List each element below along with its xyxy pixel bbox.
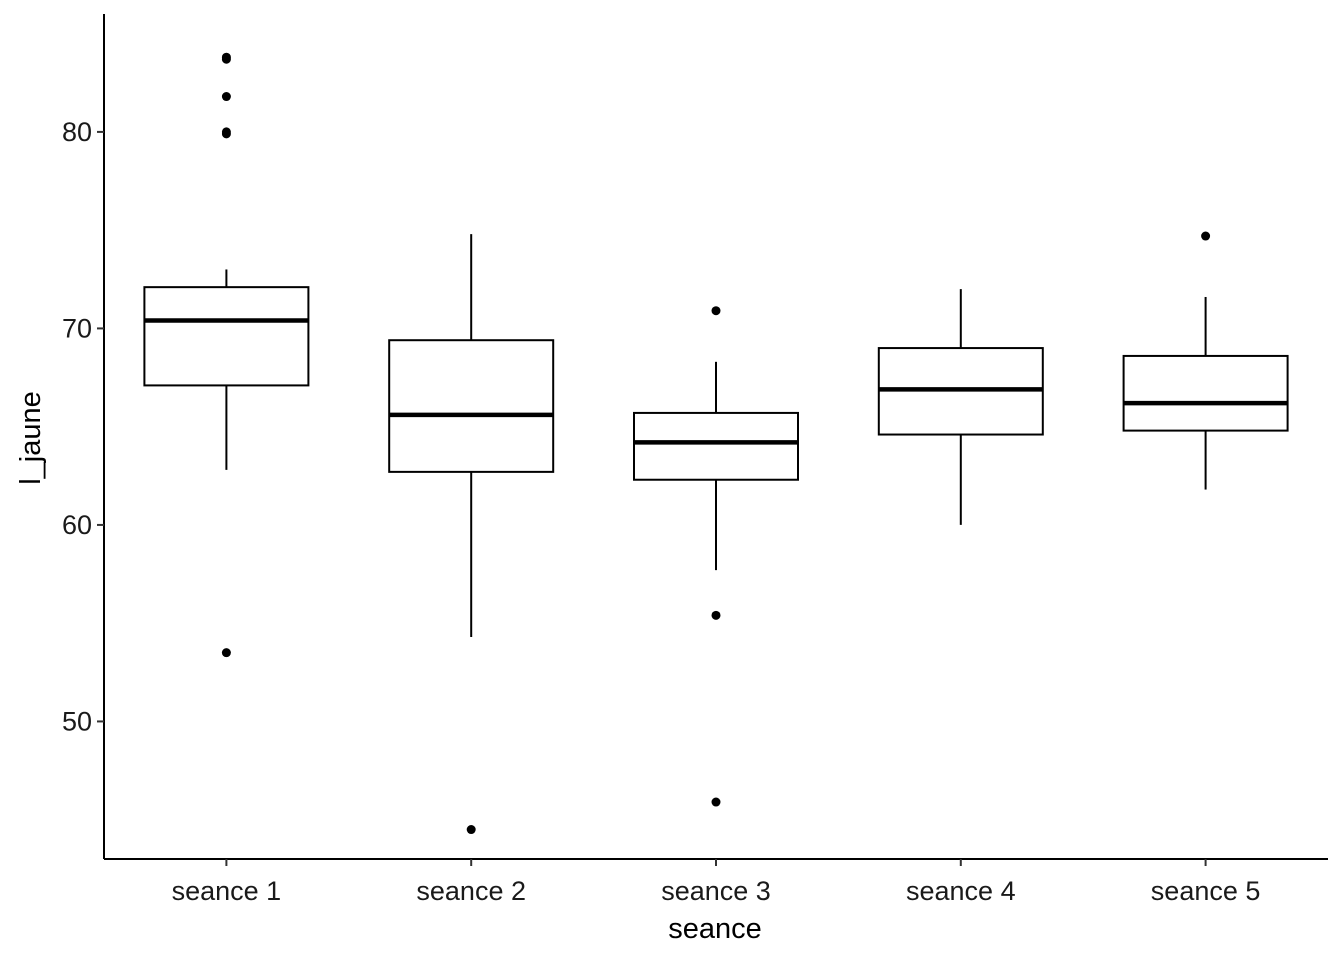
x-tick-label: seance 3 bbox=[661, 876, 771, 906]
x-tick-label: seance 1 bbox=[172, 876, 282, 906]
y-tick-label: 70 bbox=[62, 313, 92, 343]
iqr-box bbox=[1122, 354, 1289, 432]
outlier-point bbox=[711, 306, 721, 316]
outlier-point bbox=[711, 610, 721, 620]
iqr-box bbox=[633, 411, 799, 481]
x-tick-label: seance 5 bbox=[1151, 876, 1261, 906]
x-tick-label: seance 2 bbox=[416, 876, 526, 906]
outlier-point bbox=[711, 797, 721, 807]
outlier-point bbox=[1201, 231, 1211, 241]
plot-area bbox=[143, 52, 1289, 835]
box-group-2 bbox=[388, 234, 555, 835]
box-group-5 bbox=[1122, 231, 1289, 490]
x-tick-label: seance 4 bbox=[906, 876, 1016, 906]
box-group-3 bbox=[633, 306, 799, 807]
outlier-point bbox=[221, 648, 231, 658]
box-group-4 bbox=[877, 289, 1044, 525]
y-tick-label: 80 bbox=[62, 117, 92, 147]
outlier-point bbox=[466, 825, 476, 835]
iqr-box bbox=[143, 286, 310, 387]
y-axis-title: l_jaune bbox=[15, 391, 47, 485]
box-group-1 bbox=[143, 52, 310, 658]
outlier-point bbox=[221, 54, 231, 64]
y-tick-label: 60 bbox=[62, 510, 92, 540]
y-tick-label: 50 bbox=[62, 706, 92, 736]
axes: 50 60 70 80 seance 1 seance 2 seance 3 seance 4… bbox=[62, 14, 1328, 906]
iqr-box bbox=[388, 339, 555, 473]
outlier-point bbox=[221, 92, 231, 102]
outlier-point bbox=[221, 129, 231, 139]
x-axis-title: seance bbox=[668, 913, 762, 945]
